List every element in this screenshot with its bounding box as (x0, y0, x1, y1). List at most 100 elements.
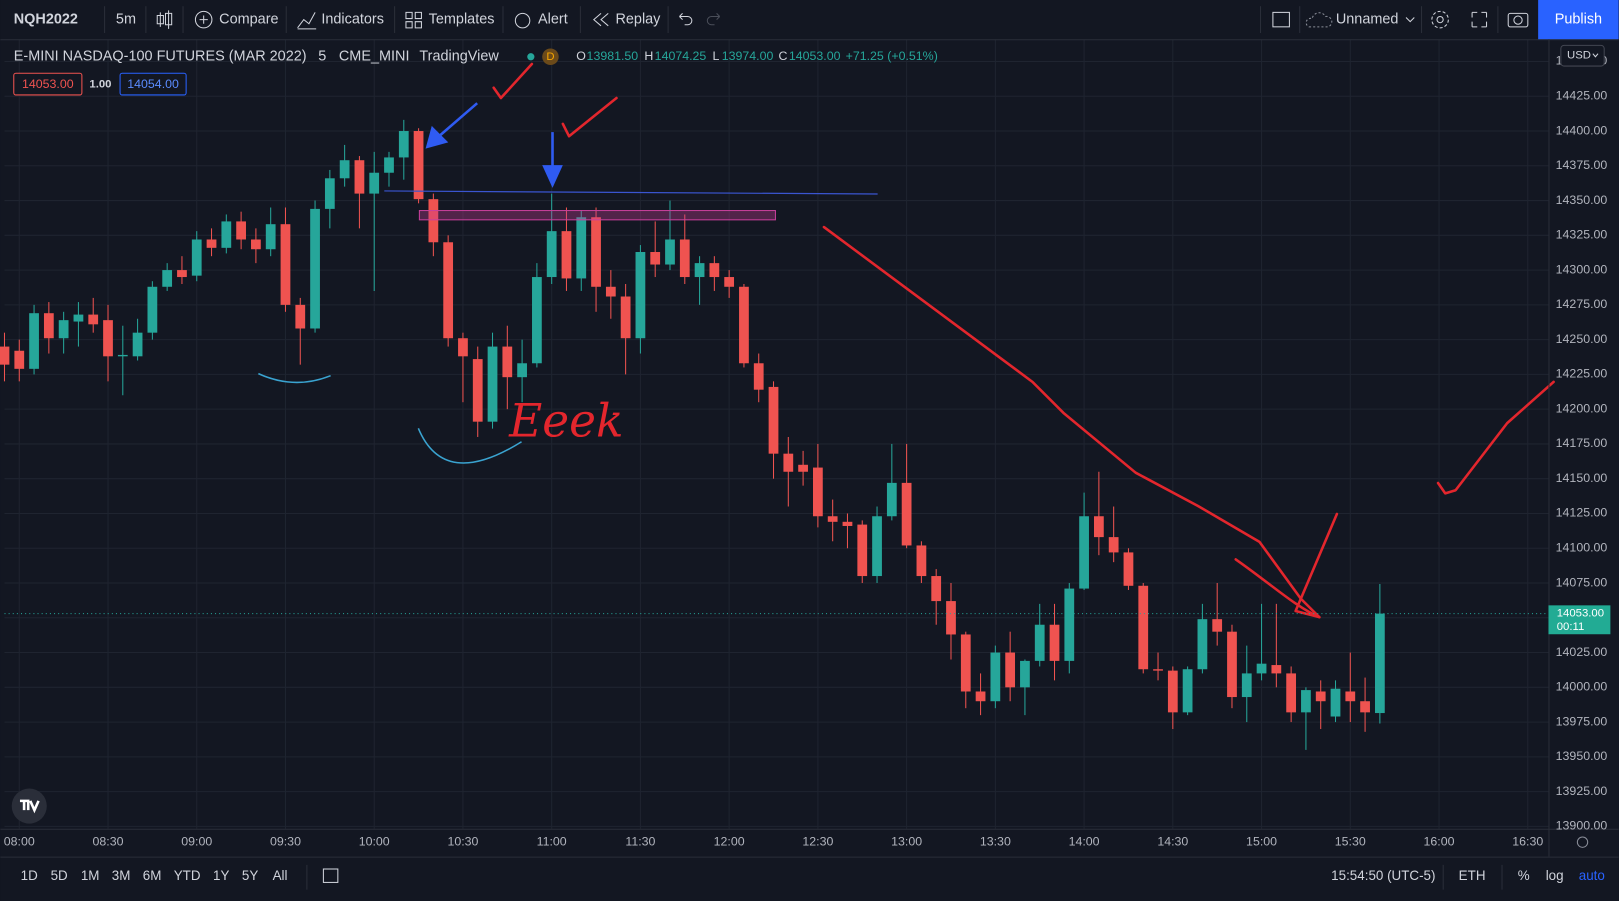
candle-body (1167, 670, 1178, 713)
badge-bg (542, 48, 559, 66)
x-tick-label: 11:00 (537, 834, 567, 848)
replay-button[interactable]: Replay (615, 11, 661, 27)
auto-toggle[interactable]: auto (1579, 868, 1605, 883)
candle-body (413, 131, 424, 200)
layout-icon[interactable] (1272, 11, 1290, 28)
date-range-icon[interactable] (322, 868, 339, 883)
session[interactable]: ETH (1459, 868, 1486, 883)
range-button[interactable]: YTD (174, 868, 201, 883)
candle-body (206, 239, 217, 248)
undo-icon[interactable] (679, 13, 693, 26)
replay-icon[interactable] (593, 13, 609, 27)
templates-icon[interactable] (405, 11, 422, 29)
candle-body (1286, 673, 1297, 713)
symbol[interactable]: NQH2022 (14, 11, 78, 27)
screenshot-icon[interactable] (1507, 12, 1529, 28)
candle-body (1034, 624, 1045, 661)
candle-body (517, 363, 527, 378)
publish-bg[interactable] (1538, 0, 1619, 40)
range-button[interactable]: 1M (81, 868, 100, 883)
range-button[interactable]: 1D (21, 868, 38, 883)
candle-body (191, 239, 202, 276)
candle-body (88, 314, 99, 325)
layout-name[interactable]: Unnamed (1336, 11, 1399, 27)
indicators-button[interactable]: Indicators (321, 11, 384, 27)
candle-body (990, 652, 1001, 702)
candle-body (813, 467, 823, 517)
ohlc-value: 13974.00 (722, 49, 774, 63)
range-button[interactable]: 5Y (242, 868, 258, 883)
range-button[interactable]: 5D (51, 868, 68, 883)
candle-body (665, 239, 675, 265)
candle-body (103, 320, 113, 357)
compare-button[interactable]: Compare (219, 11, 278, 27)
candle-body (251, 239, 261, 250)
drawings: Eeek (258, 62, 1555, 619)
candle-body (1212, 619, 1223, 632)
alert-button[interactable]: Alert (538, 11, 568, 27)
buy-button[interactable] (119, 72, 187, 96)
candle-body (561, 231, 572, 279)
buy-price[interactable]: 14054.00 (127, 77, 179, 91)
badge: D (546, 51, 554, 63)
candle-body (1345, 691, 1356, 702)
percent-toggle[interactable]: % (1518, 868, 1530, 883)
alert-icon[interactable] (514, 12, 531, 29)
compare-icon[interactable] (194, 10, 213, 29)
currency[interactable]: USD (1567, 50, 1591, 62)
range-button[interactable]: 6M (143, 868, 162, 883)
x-tick-label: 12:00 (714, 834, 745, 848)
sell-button[interactable] (13, 72, 83, 96)
last-price-box (1548, 605, 1611, 635)
publish-button[interactable]: Publish (1555, 11, 1602, 27)
check-mark (1436, 380, 1555, 495)
settings-icon[interactable] (1431, 10, 1449, 29)
clock[interactable]: 15:54:50 (UTC-5) (1331, 868, 1435, 883)
candle-body (783, 453, 794, 472)
x-tick-label: 14:30 (1157, 834, 1188, 848)
candle-body (916, 545, 927, 577)
level-line (384, 190, 878, 195)
last-price: 14053.00 (1557, 608, 1604, 620)
indicators-icon[interactable] (297, 12, 317, 30)
candle-body (1005, 652, 1016, 688)
candle-body (1360, 701, 1370, 713)
candle-body (177, 270, 187, 278)
quantity[interactable]: 1.00 (89, 79, 111, 91)
trend-stroke (822, 225, 1321, 619)
candle-body (975, 691, 986, 702)
y-tick-label: 14400.00 (1556, 123, 1608, 137)
check-mark (561, 96, 618, 138)
range-button[interactable]: 3M (112, 868, 131, 883)
range-button[interactable]: All (273, 868, 288, 883)
candle-body (768, 386, 779, 454)
logo (19, 799, 40, 814)
y-tick-label: 14425.00 (1556, 89, 1608, 103)
y-tick-label: 14000.00 (1556, 680, 1608, 694)
chart-type-icon[interactable] (156, 10, 173, 29)
currency-box[interactable] (1560, 44, 1605, 67)
y-tick-label: 14375.00 (1556, 158, 1608, 172)
sell-price[interactable]: 14053.00 (22, 77, 74, 91)
range-button[interactable]: 1Y (213, 868, 229, 883)
candle-body (162, 270, 173, 287)
ohlc-label: O (576, 49, 586, 63)
redo-icon[interactable] (706, 13, 721, 26)
templates-button[interactable]: Templates (429, 11, 495, 27)
log-toggle[interactable]: log (1546, 868, 1564, 883)
candle-body (1079, 516, 1089, 589)
interval[interactable]: 5m (116, 11, 136, 27)
candle-body (872, 516, 882, 577)
candle-body (29, 313, 39, 369)
candle-body (1020, 660, 1030, 688)
candle-body (1197, 619, 1208, 670)
fullscreen-icon[interactable] (1471, 11, 1488, 28)
settings-icon (1436, 15, 1444, 24)
y-tick-label: 14200.00 (1556, 401, 1608, 415)
y-tick-label: 14350.00 (1556, 193, 1608, 207)
bottom-bg (0, 856, 1619, 901)
dropdown-icon[interactable] (1405, 17, 1415, 23)
axis-settings-icon[interactable] (1576, 836, 1589, 848)
candle-body (946, 601, 956, 635)
